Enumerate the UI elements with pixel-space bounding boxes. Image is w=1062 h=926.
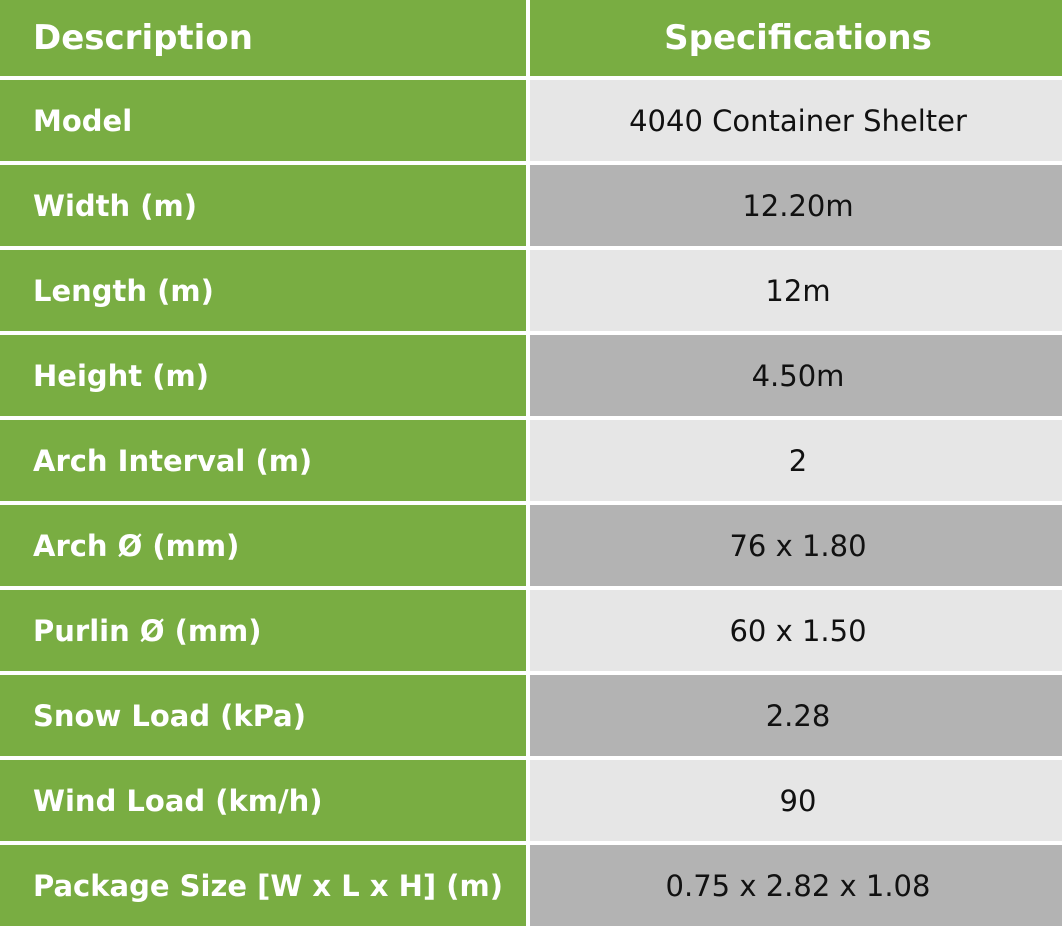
row-label-height: Height (m) — [0, 335, 526, 416]
row-value-length: 12m — [530, 250, 1062, 331]
row-value-snow-load: 2.28 — [530, 675, 1062, 756]
column-header-specifications: Specifications — [530, 0, 1062, 76]
row-value-wind-load: 90 — [530, 760, 1062, 841]
row-label-purlin-diameter: Purlin Ø (mm) — [0, 590, 526, 671]
row-value-model: 4040 Container Shelter — [530, 80, 1062, 161]
row-value-arch-interval: 2 — [530, 420, 1062, 501]
row-label-wind-load: Wind Load (km/h) — [0, 760, 526, 841]
row-label-arch-interval: Arch Interval (m) — [0, 420, 526, 501]
row-value-width: 12.20m — [530, 165, 1062, 246]
row-value-package-size: 0.75 x 2.82 x 1.08 — [530, 845, 1062, 926]
row-label-length: Length (m) — [0, 250, 526, 331]
row-value-arch-diameter: 76 x 1.80 — [530, 505, 1062, 586]
row-label-snow-load: Snow Load (kPa) — [0, 675, 526, 756]
row-label-width: Width (m) — [0, 165, 526, 246]
row-label-arch-diameter: Arch Ø (mm) — [0, 505, 526, 586]
row-value-height: 4.50m — [530, 335, 1062, 416]
row-label-model: Model — [0, 80, 526, 161]
row-label-package-size: Package Size [W x L x H] (m) — [0, 845, 526, 926]
column-header-description: Description — [0, 0, 526, 76]
row-value-purlin-diameter: 60 x 1.50 — [530, 590, 1062, 671]
